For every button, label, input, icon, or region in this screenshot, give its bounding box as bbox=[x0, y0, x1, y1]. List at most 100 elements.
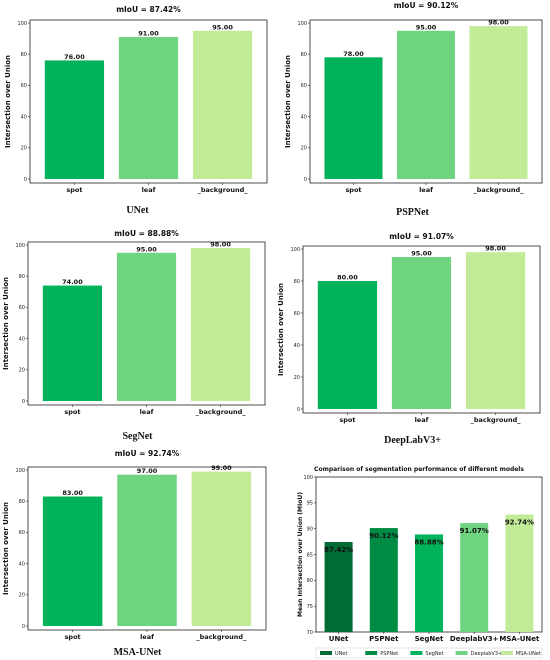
x-tick-label: spot bbox=[345, 186, 361, 194]
y-tick-label: 100 bbox=[15, 468, 25, 474]
y-tick-label: 0 bbox=[22, 624, 25, 630]
bar-DeeplabV3+ bbox=[460, 523, 489, 632]
y-tick-label: 20 bbox=[21, 146, 27, 152]
y-tick-label: 0 bbox=[297, 407, 300, 413]
chart-title: mIoU = 92.74% bbox=[115, 449, 180, 458]
chart-title: mIoU = 87.42% bbox=[116, 5, 181, 14]
chart-title: mIoU = 88.88% bbox=[114, 229, 179, 238]
msa-unet-caption: MSA-UNet bbox=[113, 647, 162, 658]
y-axis-label: Intersection over Union bbox=[2, 277, 10, 370]
y-tick-label: 60 bbox=[294, 311, 300, 317]
legend-swatch bbox=[365, 651, 378, 655]
x-tick-label: leaf bbox=[140, 633, 154, 641]
y-tick-label: 80 bbox=[307, 578, 313, 584]
y-tick-label: 75 bbox=[307, 604, 313, 610]
x-tick-label: leaf bbox=[419, 186, 433, 194]
bar-spot bbox=[42, 285, 103, 401]
segnet-caption: SegNet bbox=[122, 431, 153, 442]
y-tick-label: 90 bbox=[307, 526, 313, 532]
y-tick-label: 85 bbox=[307, 552, 313, 558]
y-tick-label: 40 bbox=[19, 561, 25, 567]
unet-bar-chart: mIoU = 87.42% 0 20 40 60 80 100 Intersection ov… bbox=[4, 5, 268, 194]
data-label: 91.00 bbox=[138, 30, 159, 38]
x-tick-label: SegNet bbox=[415, 635, 444, 643]
y-axis-label: Intersection over Union bbox=[284, 55, 292, 148]
y-tick-label: 80 bbox=[21, 52, 27, 58]
y-tick-label: 70 bbox=[307, 630, 313, 636]
y-tick-label: 20 bbox=[19, 368, 25, 374]
y-tick-label: 100 bbox=[297, 21, 307, 27]
legend-label: SegNet bbox=[425, 651, 443, 657]
x-tick-label: _background_ bbox=[196, 633, 247, 641]
y-axis-label: Intersection over Union bbox=[4, 55, 12, 148]
y-tick-label: 0 bbox=[22, 399, 25, 405]
y-tick-label: 40 bbox=[19, 336, 25, 342]
bar-UNet bbox=[324, 541, 353, 632]
x-tick-label: MSA-UNet bbox=[499, 635, 540, 643]
y-tick-label: 100 bbox=[290, 247, 300, 253]
x-tick-label: spot bbox=[64, 408, 80, 416]
legend-label: PSPNet bbox=[380, 651, 398, 657]
chart-title: Comparison of segmentation performance o… bbox=[314, 466, 524, 473]
y-tick-label: 80 bbox=[294, 279, 300, 285]
y-tick-label: 80 bbox=[301, 52, 307, 58]
bar-MSA-UNet bbox=[505, 514, 534, 632]
x-tick-label: spot bbox=[65, 633, 81, 641]
legend-label: UNet bbox=[335, 651, 347, 657]
legend-swatch bbox=[455, 651, 468, 655]
bar-_background_ bbox=[190, 248, 251, 401]
data-label: 97.00 bbox=[137, 467, 158, 475]
y-tick-label: 60 bbox=[301, 83, 307, 89]
y-tick-label: 60 bbox=[19, 530, 25, 536]
bar-spot bbox=[324, 57, 383, 179]
legend-box bbox=[315, 647, 543, 659]
y-tick-label: 0 bbox=[304, 177, 307, 183]
bar-_background_ bbox=[465, 252, 526, 409]
y-axis-label: Intersection over Union bbox=[277, 283, 285, 376]
y-tick-label: 20 bbox=[19, 593, 25, 599]
legend-swatch bbox=[320, 651, 332, 655]
deeplabv3-bar-chart: mIoU = 91.07% 0 20 40 60 80 100 Intersection ov… bbox=[277, 232, 541, 424]
y-tick-label: 0 bbox=[24, 177, 27, 183]
msa-unet-chart-panel: mIoU = 92.74% 0 20 40 60 80 100 Intersection ov… bbox=[0, 447, 275, 660]
data-label: 91.07% bbox=[460, 527, 489, 535]
bar-spot bbox=[44, 60, 105, 179]
deeplabv3-chart-panel: mIoU = 91.07% 0 20 40 60 80 100 Intersection ov… bbox=[275, 225, 550, 450]
data-label: 83.00 bbox=[62, 489, 83, 497]
y-axis-label: Mean Intersection over Union (MIoU) bbox=[297, 492, 304, 617]
x-tick-label: DeeplabV3+ bbox=[450, 635, 499, 643]
y-tick-label: 40 bbox=[294, 343, 300, 349]
x-tick-label: leaf bbox=[142, 186, 156, 194]
data-label: 90.12% bbox=[369, 532, 398, 540]
msa-unet-bar-chart: mIoU = 92.74% 0 20 40 60 80 100 Intersection ov… bbox=[2, 449, 267, 641]
y-tick-label: 95 bbox=[307, 501, 313, 507]
y-tick-label: 60 bbox=[19, 305, 25, 311]
bar-_background_ bbox=[191, 471, 252, 626]
data-label: 98.00 bbox=[210, 241, 231, 249]
legend-swatch bbox=[410, 651, 423, 655]
y-tick-label: 40 bbox=[301, 114, 307, 120]
bar-SegNet bbox=[414, 534, 444, 632]
data-label: 95.00 bbox=[416, 23, 437, 31]
x-tick-label: _background_ bbox=[196, 408, 247, 416]
data-label: 92.74% bbox=[505, 519, 534, 527]
y-tick-label: 80 bbox=[19, 274, 25, 280]
y-tick-label: 40 bbox=[21, 114, 27, 120]
segnet-bar-chart: mIoU = 88.88% 0 20 40 60 80 100 Intersection ov… bbox=[2, 229, 266, 416]
x-tick-label: spot bbox=[339, 416, 355, 424]
comparison-bar-chart: Comparison of segmentation performance o… bbox=[297, 466, 543, 659]
data-label: 95.00 bbox=[212, 23, 233, 31]
data-label: 98.00 bbox=[485, 245, 506, 253]
bar-leaf bbox=[116, 252, 177, 401]
x-tick-label: PSPNet bbox=[369, 635, 399, 643]
y-tick-label: 100 bbox=[15, 243, 25, 249]
pspnet-caption: PSPNet bbox=[396, 207, 429, 218]
chart-title: mIoU = 90.12% bbox=[394, 1, 459, 10]
legend-swatch bbox=[500, 651, 513, 655]
legend-label: DeeplabV3+ bbox=[471, 651, 503, 657]
bar-leaf bbox=[117, 474, 177, 626]
data-label: 95.00 bbox=[136, 245, 157, 253]
y-tick-label: 100 bbox=[17, 21, 27, 27]
segnet-chart-panel: mIoU = 88.88% 0 20 40 60 80 100 Intersection ov… bbox=[0, 225, 275, 450]
bar-PSPNet bbox=[369, 528, 398, 632]
